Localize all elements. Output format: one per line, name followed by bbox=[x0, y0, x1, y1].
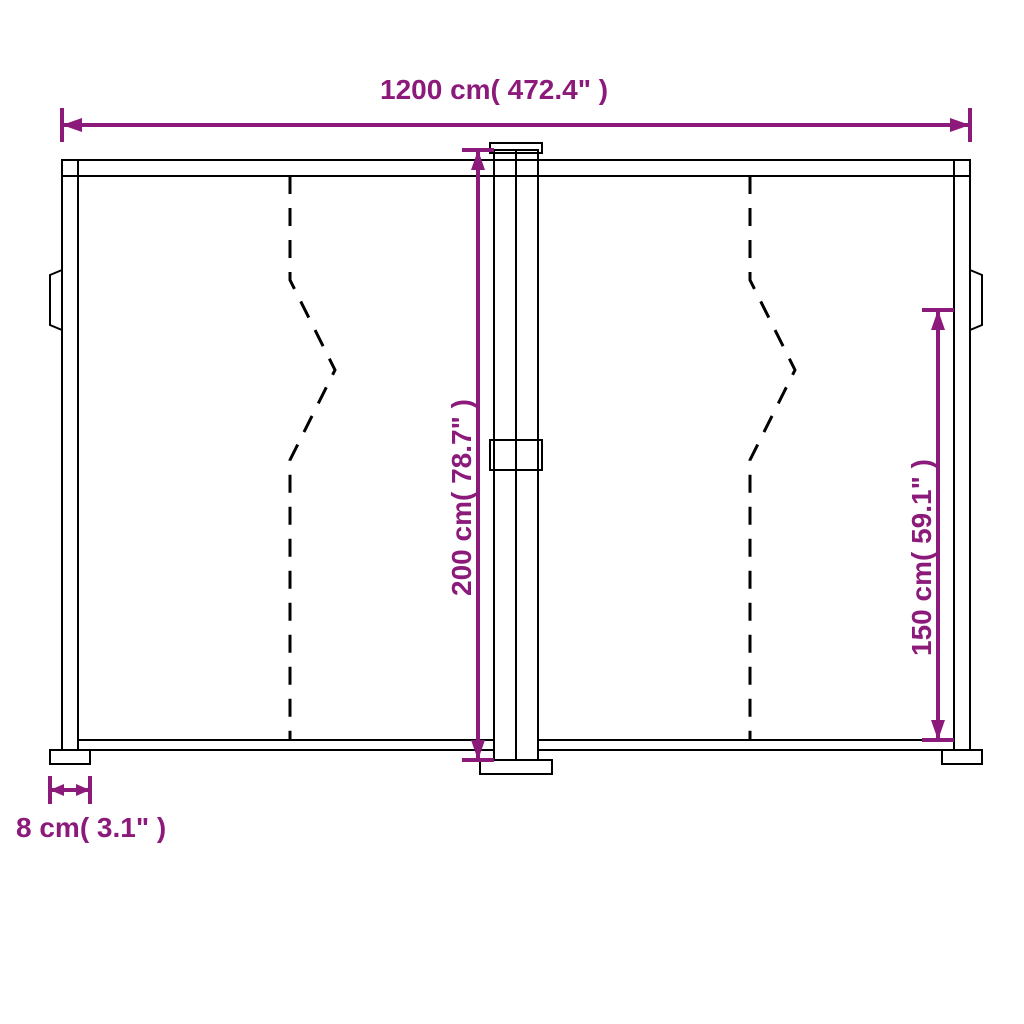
width-dimension-label: 1200 cm( 472.4" ) bbox=[380, 74, 608, 106]
diagram-svg bbox=[0, 0, 1024, 1024]
foot-width-dimension-label: 8 cm( 3.1" ) bbox=[16, 812, 166, 844]
technical-diagram: 1200 cm( 472.4" ) 200 cm( 78.7" ) 150 cm… bbox=[0, 0, 1024, 1024]
side-height-dimension-label: 150 cm( 59.1" ) bbox=[906, 459, 938, 656]
center-height-dimension-label: 200 cm( 78.7" ) bbox=[446, 399, 478, 596]
